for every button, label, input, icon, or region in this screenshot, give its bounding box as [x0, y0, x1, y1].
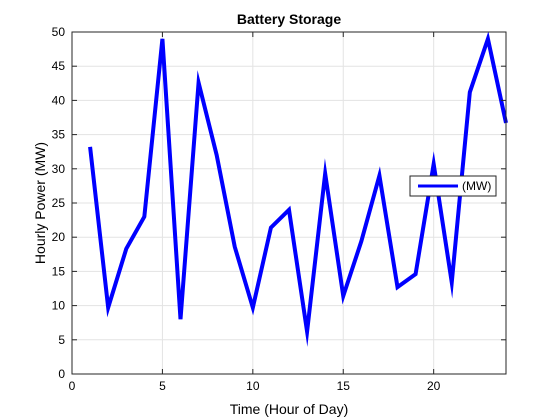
- y-axis-label: Hourly Power (MW): [32, 142, 48, 264]
- y-tick-label: 45: [52, 59, 66, 73]
- x-tick-label: 20: [427, 379, 441, 393]
- x-tick-label: 5: [159, 379, 166, 393]
- axis-ticks: 0 5 10 15 20 0 5 10 15 20 25 30 35 40 45 50: [52, 25, 506, 393]
- legend-label: (MW): [462, 179, 491, 193]
- y-tick-label: 40: [52, 93, 66, 107]
- x-tick-label: 0: [69, 379, 76, 393]
- x-tick-label: 10: [246, 379, 260, 393]
- x-tick-label: 15: [337, 379, 351, 393]
- y-tick-label: 5: [58, 333, 65, 347]
- legend: (MW): [410, 176, 496, 196]
- x-axis-label: Time (Hour of Day): [230, 401, 349, 417]
- y-tick-label: 35: [52, 128, 66, 142]
- y-tick-label: 50: [52, 25, 66, 39]
- y-tick-label: 15: [52, 264, 66, 278]
- y-tick-label: 0: [58, 367, 65, 381]
- y-tick-label: 10: [52, 299, 66, 313]
- y-tick-label: 30: [52, 162, 66, 176]
- chart-title: Battery Storage: [237, 11, 341, 27]
- y-tick-label: 20: [52, 230, 66, 244]
- y-tick-label: 25: [52, 196, 66, 210]
